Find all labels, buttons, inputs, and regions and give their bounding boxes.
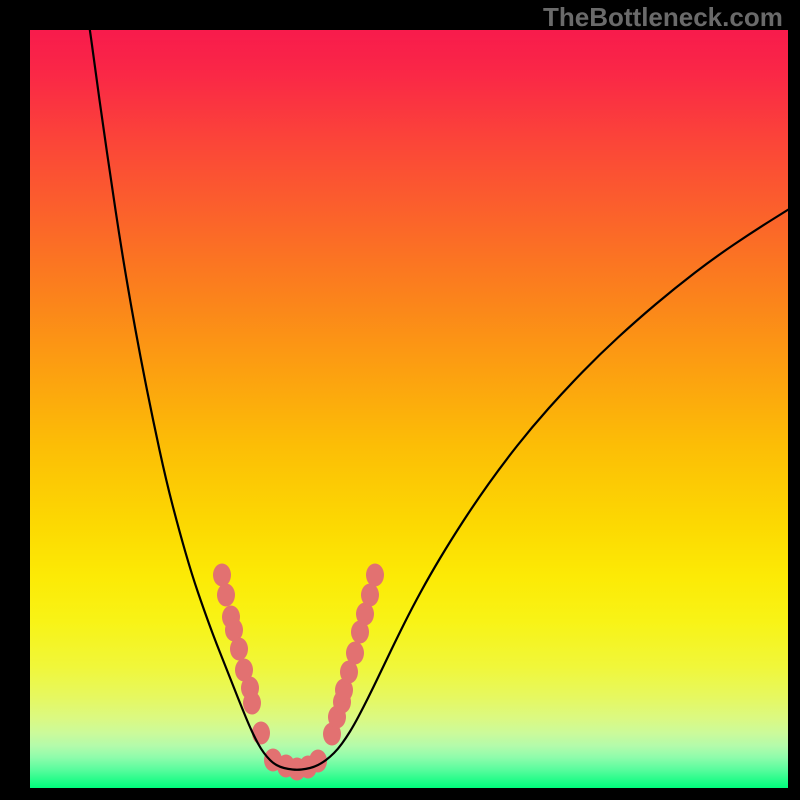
chart-canvas: TheBottleneck.com xyxy=(0,0,800,800)
data-marker xyxy=(366,564,384,587)
data-marker xyxy=(361,584,379,607)
plot-background xyxy=(30,30,788,788)
data-marker xyxy=(346,642,364,665)
chart-svg xyxy=(0,0,800,800)
data-marker xyxy=(213,564,231,587)
data-marker xyxy=(230,638,248,661)
data-marker xyxy=(252,722,270,745)
data-marker xyxy=(217,584,235,607)
watermark-text: TheBottleneck.com xyxy=(543,2,783,33)
data-marker xyxy=(243,692,261,715)
